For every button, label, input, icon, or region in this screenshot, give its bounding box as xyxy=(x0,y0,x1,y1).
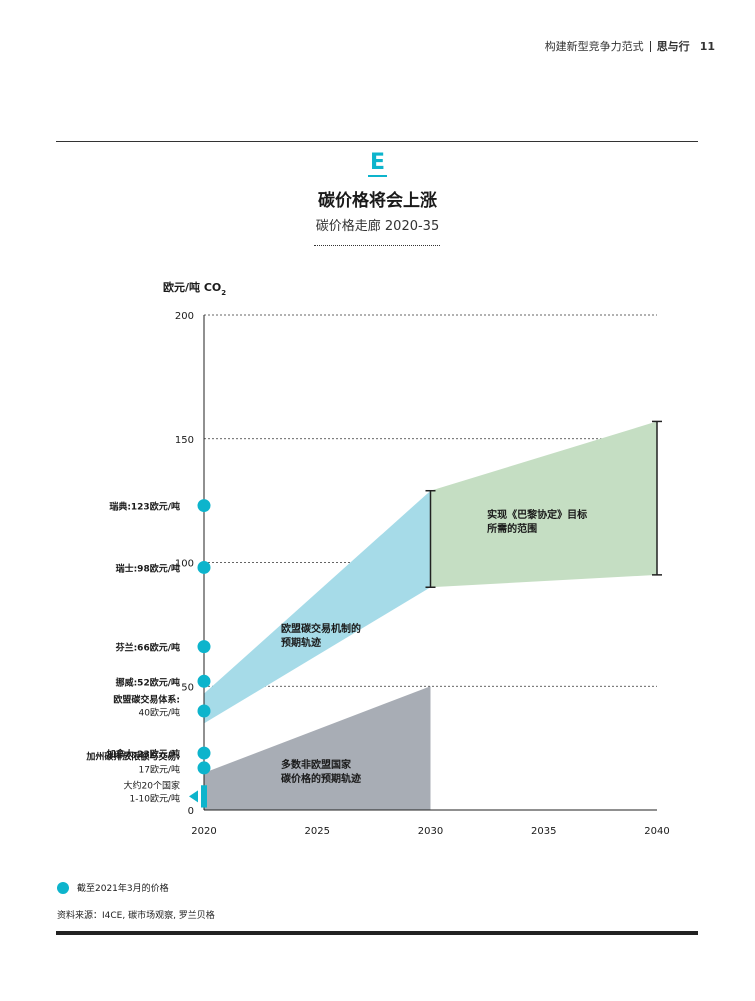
price-point-3 xyxy=(197,674,211,688)
range-marker-arrow-icon xyxy=(189,790,198,803)
top-divider xyxy=(56,141,698,142)
price-point-5 xyxy=(197,746,211,760)
series-label-0-line-1: 预期轨迹 xyxy=(281,636,321,649)
price-point-6 xyxy=(197,761,211,775)
series-label-0-line-0: 欧盟碳交易机制的 xyxy=(281,622,361,635)
price-point-label-1-line-0: 瑞士:98欧元/吨 xyxy=(116,562,180,574)
price-point-label-2-line-0: 芬兰:66欧元/吨 xyxy=(115,642,180,654)
chart-legend: 截至2021年3月的价格 xyxy=(57,881,169,894)
x-tick-label-2030: 2030 xyxy=(418,826,443,837)
price-point-label-0-line-0: 瑞典:123欧元/吨 xyxy=(109,501,180,513)
y-tick-label-100: 100 xyxy=(175,559,194,570)
y-tick-label-150: 150 xyxy=(175,435,194,446)
range-marker-label-line-0: 大约20个国家 xyxy=(124,779,180,791)
series-label-2-line-1: 碳价格的预期轨迹 xyxy=(281,772,361,785)
chart-subtitle: 碳价格走廊 2020-35 xyxy=(315,219,440,234)
legend-label: 截至2021年3月的价格 xyxy=(77,884,169,894)
chart-title: 碳价格将会上涨 xyxy=(318,191,437,211)
y-tick-label-200: 200 xyxy=(175,311,194,322)
price-point-label-6-line-0: 加州碳排放限额与交易: xyxy=(85,750,180,762)
header-brand: 思与行 xyxy=(656,40,690,53)
price-point-2 xyxy=(197,640,211,654)
price-point-0 xyxy=(197,499,211,513)
price-point-1 xyxy=(197,560,211,574)
y-axis-label-subscript: 2 xyxy=(221,289,226,297)
price-point-label-6-line-1: 17欧元/吨 xyxy=(139,763,181,775)
legend-dot-icon xyxy=(57,881,69,894)
range-marker-label-line-1: 1-10欧元/吨 xyxy=(130,792,180,804)
price-point-label-4-line-1: 40欧元/吨 xyxy=(139,707,181,719)
page-header: 构建新型竞争力范式 思与行 11 xyxy=(545,38,715,54)
source-note: 资料来源：I4CE, 碳市场观察, 罗兰贝格 xyxy=(57,911,215,921)
subtitle-underline xyxy=(314,245,440,246)
price-point-label-4-line-0: 欧盟碳交易体系: xyxy=(113,694,180,706)
x-tick-label-2025: 2025 xyxy=(305,826,330,837)
x-tick-label-2035: 2035 xyxy=(531,826,556,837)
x-tick-label-2020: 2020 xyxy=(191,826,216,837)
y-tick-label-0: 0 xyxy=(188,806,194,817)
series-label-1-line-0: 实现《巴黎协定》目标 xyxy=(487,508,587,521)
header-section-title: 构建新型竞争力范式 xyxy=(544,40,644,53)
exhibit-letter-text: E xyxy=(367,150,388,177)
price-point-4 xyxy=(197,704,211,718)
header-divider xyxy=(649,40,651,52)
series-band-2 xyxy=(204,686,431,810)
price-point-label-3-line-0: 挪威:52欧元/吨 xyxy=(116,676,180,688)
y-tick-label-50: 50 xyxy=(181,682,194,693)
series-label-2-line-0: 多数非欧盟国家 xyxy=(281,758,352,771)
x-tick-label-2040: 2040 xyxy=(644,826,669,837)
price-point-label-5-line-0: 加拿大:23欧元/吨 xyxy=(106,748,180,760)
series-label-1-line-1: 所需的范围 xyxy=(487,522,537,535)
y-axis-label: 欧元/吨 CO2 xyxy=(163,280,226,297)
bottom-divider xyxy=(56,931,698,935)
exhibit-letter: E xyxy=(0,150,755,177)
range-marker-bar xyxy=(201,785,207,808)
series-band-0 xyxy=(204,490,431,724)
series-band-1 xyxy=(430,421,657,588)
page-number: 11 xyxy=(699,39,715,53)
